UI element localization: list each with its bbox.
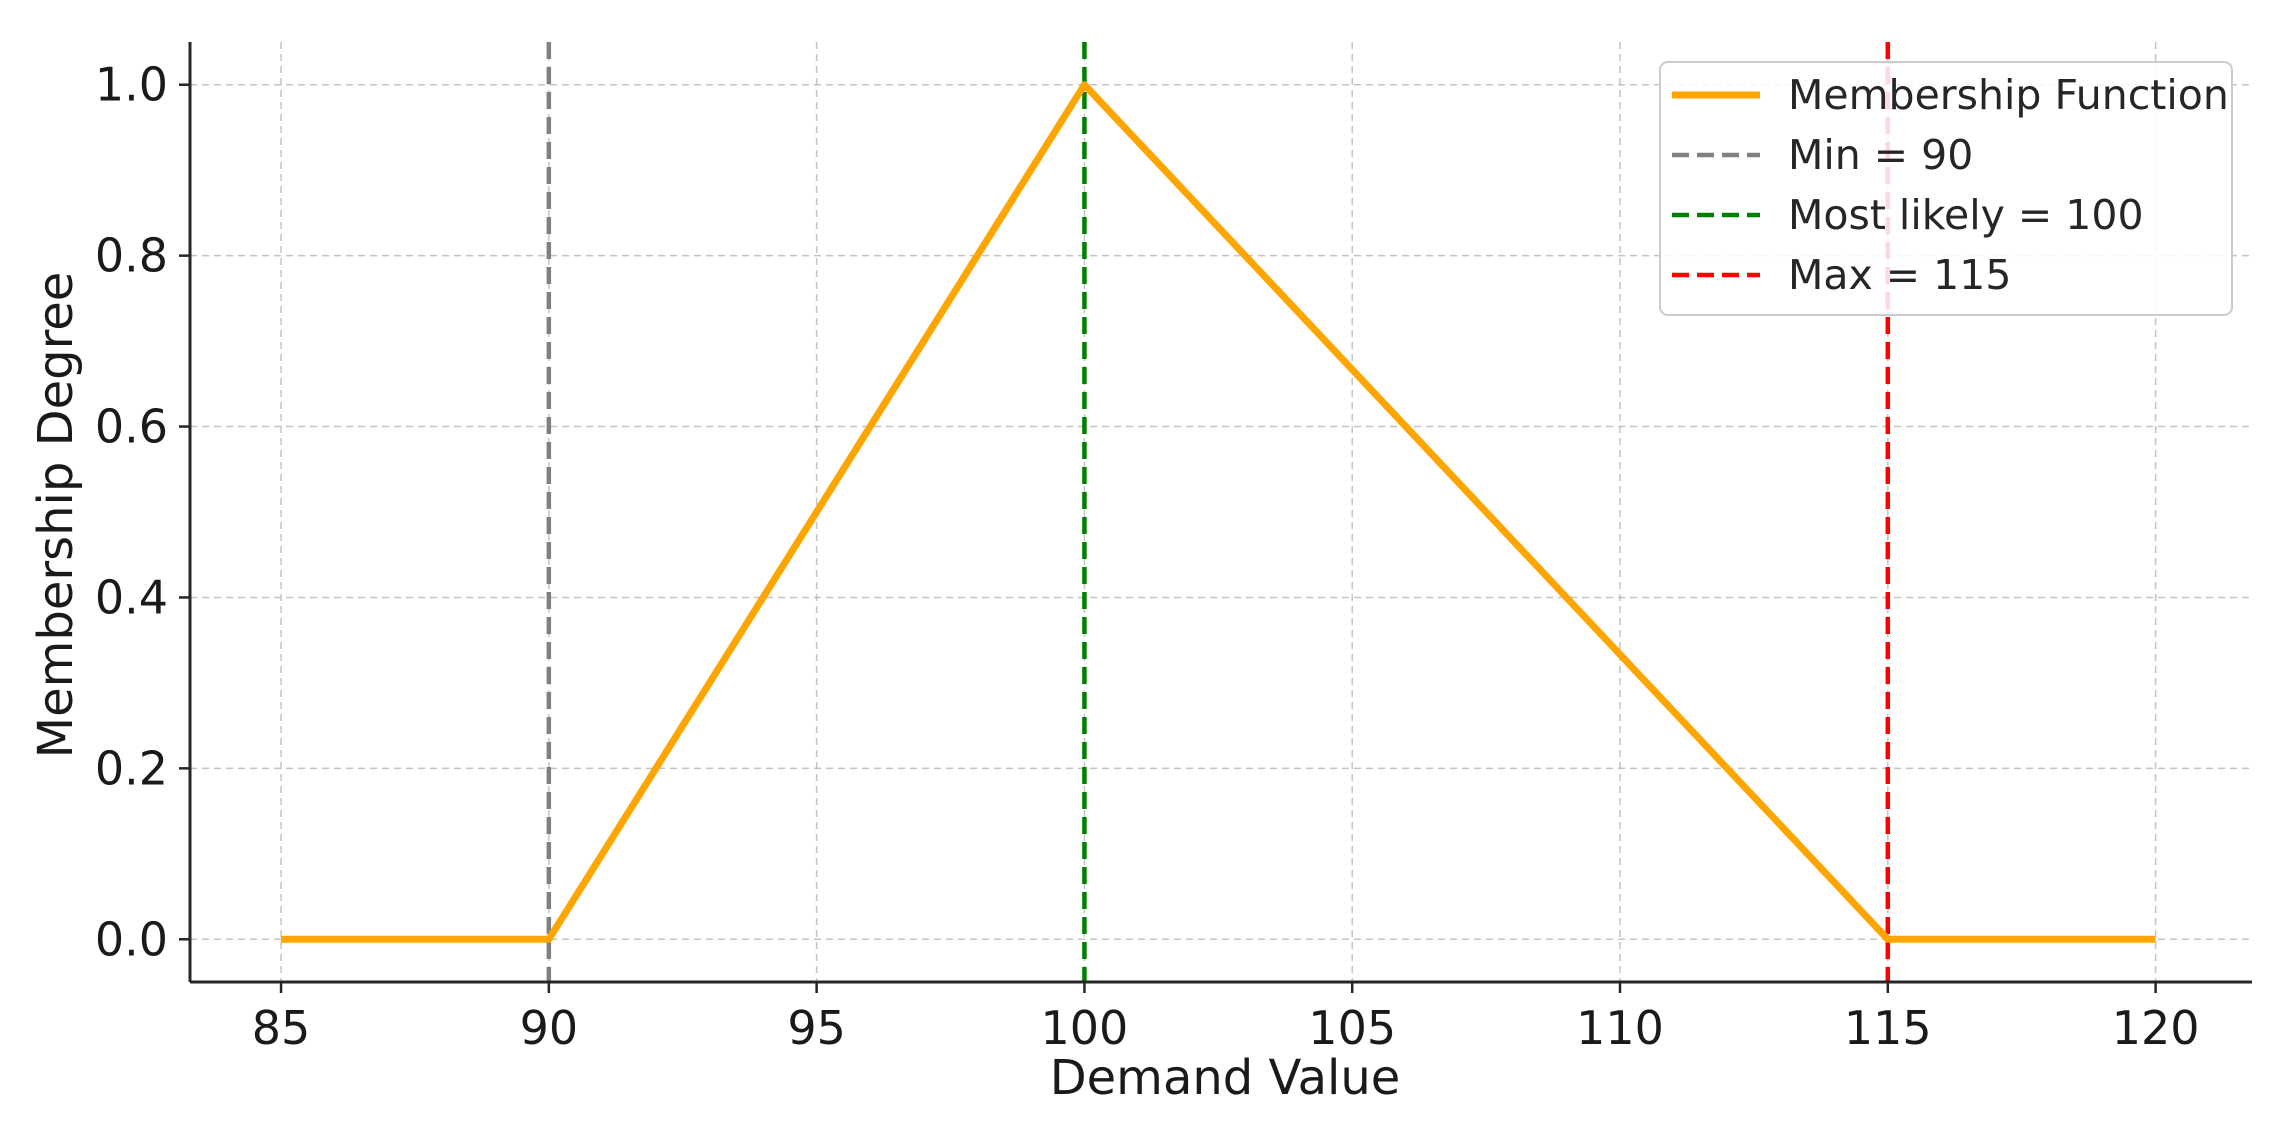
x-ticks: 85 90 95 100 105 110 115 120 (252, 982, 2200, 1055)
legend-label: Most likely = 100 (1788, 191, 2144, 239)
x-tick-label: 85 (252, 1001, 311, 1055)
x-axis-label: Demand Value (1050, 1050, 1401, 1106)
y-tick-label: 0.0 (95, 912, 168, 966)
x-tick-label: 110 (1576, 1001, 1664, 1055)
legend-item-min: Min = 90 (1672, 131, 1973, 179)
x-tick-label: 95 (787, 1001, 846, 1055)
legend-item-most-likely: Most likely = 100 (1672, 191, 2144, 239)
y-axis-label: Membership Degree (28, 272, 84, 759)
legend-label: Max = 115 (1788, 251, 2011, 299)
y-tick-label: 0.8 (95, 229, 168, 283)
y-tick-label: 0.2 (95, 741, 168, 795)
axes (188, 42, 2252, 984)
y-tick-label: 1.0 (95, 58, 168, 112)
y-tick-label: 0.4 (95, 570, 168, 624)
x-tick-label: 90 (520, 1001, 579, 1055)
x-tick-label: 120 (2112, 1001, 2200, 1055)
x-tick-label: 105 (1308, 1001, 1396, 1055)
y-tick-label: 0.6 (95, 400, 168, 454)
x-tick-label: 115 (1844, 1001, 1932, 1055)
legend-box (1659, 61, 2233, 316)
legend: Membership Function Min = 90 Most likely =… (1659, 61, 2233, 316)
legend-label: Min = 90 (1788, 131, 1973, 179)
legend-label: Membership Function (1788, 71, 2229, 119)
legend-item-membership-function: Membership Function (1672, 71, 2229, 119)
legend-item-max: Max = 115 (1672, 251, 2011, 299)
series-lines (280, 81, 2156, 943)
x-tick-label: 100 (1041, 1001, 1129, 1055)
y-ticks: 0.0 0.2 0.4 0.6 0.8 1.0 (95, 58, 190, 966)
